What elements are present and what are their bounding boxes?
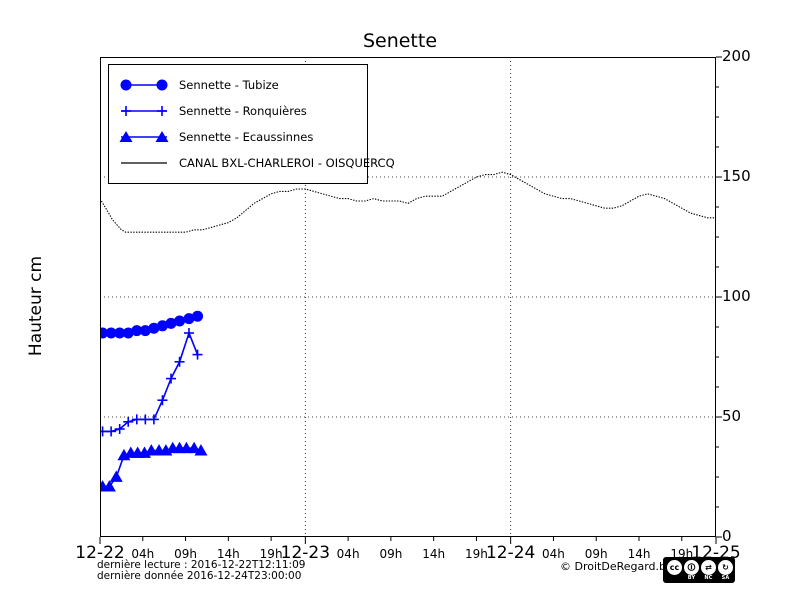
x-tick-label: 14h <box>627 547 651 561</box>
x-tick-label: 09h <box>174 547 197 561</box>
x-tick-label: 14h <box>216 547 240 561</box>
cc-nc-icon: ⇄ <box>701 560 716 575</box>
legend-item[interactable]: CANAL BXL-CHARLEROI - OISQUERCQ <box>115 150 395 176</box>
cc-by-label: BY <box>687 575 696 581</box>
legend-label: Sennette - Ronquières <box>179 104 307 118</box>
data-series-layer <box>100 171 716 492</box>
cc-sa-label: SA <box>721 575 730 581</box>
legend-label: Sennette - Ecaussinnes <box>179 130 314 144</box>
plot-svg <box>100 57 716 537</box>
last-read-text: dernière lecture : 2016-12-22T12:11:09 <box>97 559 306 571</box>
legend-item[interactable]: Sennette - Ronquières <box>115 98 361 124</box>
cc-by-icon: 🛈 <box>684 560 699 575</box>
x-tick-label: 12-24 <box>485 543 536 563</box>
series-none <box>100 171 716 233</box>
x-tick-label: 12-22 <box>75 543 125 563</box>
x-tick-label: 14h <box>422 547 446 561</box>
series-triangle <box>100 441 208 492</box>
y-tick-label: 100 <box>722 287 751 305</box>
legend-marker-triangle-icon <box>115 126 173 148</box>
y-tick-label: 200 <box>722 47 751 65</box>
last-data-text: dernière donnée 2016-12-24T23:00:00 <box>97 570 302 582</box>
legend-label: CANAL BXL-CHARLEROI - OISQUERCQ <box>179 156 395 170</box>
legend-marker-line-icon <box>115 152 173 174</box>
legend-item[interactable]: Sennette - Ecaussinnes <box>115 124 361 150</box>
page-title: Senette <box>362 30 438 52</box>
x-tick-label: 12-23 <box>280 543 331 563</box>
x-tick-label: 19h <box>465 547 488 561</box>
legend-item[interactable]: Sennette - Tubize <box>115 72 361 98</box>
x-tick-label: 09h <box>379 547 403 561</box>
legend-marker-circle-icon <box>115 74 173 96</box>
x-tick-label: 04h <box>542 547 565 561</box>
chart-legend: Sennette - Tubize Sennette - Ronquières … <box>108 64 395 184</box>
y-tick-label: 0 <box>722 527 732 545</box>
creative-commons-badge-icon[interactable]: cc 🛈 ⇄ ↻ BY NC SA <box>663 557 735 583</box>
x-tick-label: 09h <box>584 547 608 561</box>
y-tick-label: 50 <box>722 407 742 425</box>
copyright-text: © DroitDeRegard.be <box>560 560 673 573</box>
cc-mark-icon: cc <box>667 560 682 575</box>
legend-marker-plus-icon <box>115 100 173 122</box>
y-axis-label: Hauteur cm <box>26 255 46 357</box>
x-tick-label: 19h <box>259 547 283 561</box>
legend-label: Sennette - Tubize <box>179 78 279 92</box>
x-tick-label: 04h <box>336 547 360 561</box>
series-circle <box>100 310 204 339</box>
y-tick-label: 150 <box>722 167 751 185</box>
cc-nc-label: NC <box>704 575 713 581</box>
x-tick-label: 04h <box>131 547 155 561</box>
cc-sa-icon: ↻ <box>718 560 733 575</box>
series-plus <box>100 328 203 437</box>
